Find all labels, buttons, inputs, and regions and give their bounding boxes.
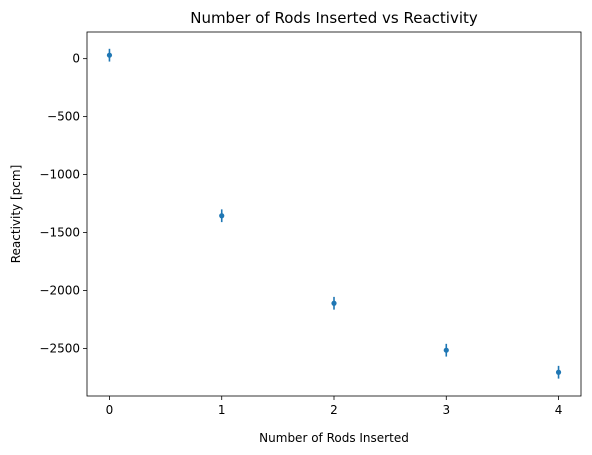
x-axis: 0 1 2 3 4 <box>106 396 563 417</box>
data-series <box>106 48 562 379</box>
plot-area-frame <box>86 31 582 397</box>
x-tick-label: 3 <box>442 403 450 417</box>
x-tick-label: 1 <box>218 403 226 417</box>
y-tick-label: 0 <box>72 52 80 66</box>
data-point <box>331 300 337 306</box>
x-tick-label: 0 <box>106 403 114 417</box>
data-point <box>106 52 113 58</box>
y-tick-label: −1000 <box>39 168 80 182</box>
x-axis-label: Number of Rods Inserted <box>259 431 409 445</box>
y-axis: 0 −500 −1000 −1500 −2000 −2500 <box>39 52 87 355</box>
data-point <box>443 347 449 353</box>
y-tick-label: −2500 <box>39 341 80 355</box>
x-tick-label: 2 <box>330 403 338 417</box>
data-point <box>219 213 225 219</box>
y-tick-label: −500 <box>47 110 80 124</box>
y-tick-label: −1500 <box>39 226 80 240</box>
y-axis-label: Reactivity [pcm] <box>9 165 23 264</box>
chart-title: Number of Rods Inserted vs Reactivity <box>190 9 478 27</box>
y-tick-label: −2000 <box>39 284 80 298</box>
x-tick-label: 4 <box>555 403 563 417</box>
data-point <box>555 369 562 375</box>
